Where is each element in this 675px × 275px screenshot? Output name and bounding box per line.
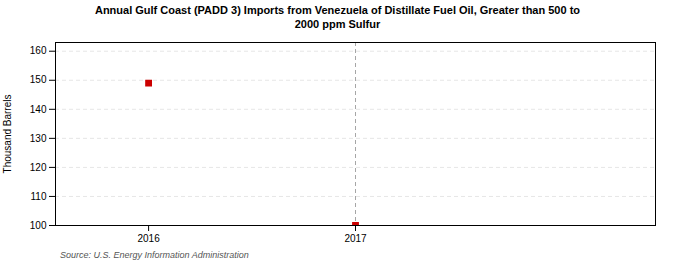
svg-text:2017: 2017 bbox=[344, 232, 367, 243]
svg-text:110: 110 bbox=[31, 190, 47, 201]
svg-text:2016: 2016 bbox=[137, 232, 160, 243]
svg-text:120: 120 bbox=[30, 161, 47, 172]
html-text:Annual Gulf Coast (PADD 3) Imp: Annual Gulf Coast (PADD 3) Imports from … bbox=[94, 4, 580, 30]
svg-text:Thousand Barrels: Thousand Barrels bbox=[2, 94, 13, 173]
html-text:Source: U.S. Energy Informatio: Source: U.S. Energy Information Administ… bbox=[60, 249, 249, 260]
svg-text:160: 160 bbox=[30, 45, 47, 56]
svg-text:100: 100 bbox=[30, 219, 47, 230]
svg-text:140: 140 bbox=[30, 103, 47, 114]
svg-text:130: 130 bbox=[30, 132, 47, 143]
svg-text:150: 150 bbox=[30, 74, 47, 85]
